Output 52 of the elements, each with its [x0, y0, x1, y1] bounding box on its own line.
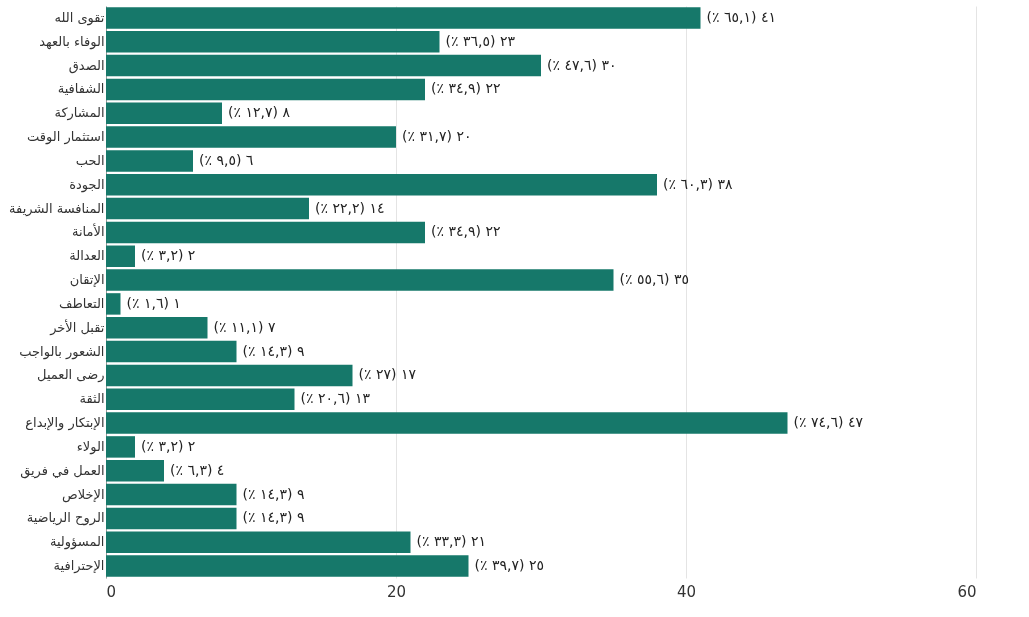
y-tick-label: المشاركة: [54, 105, 105, 122]
y-tick-label: الصدق: [68, 57, 105, 74]
y-tick-label: الوفاء بالعهد: [39, 33, 105, 50]
data-label: ٤٧ (٧٤,٦ ٪): [793, 414, 864, 431]
y-tick-label: الحب: [75, 152, 105, 168]
y-tick-label: الإبتكار والإبداع: [25, 415, 105, 432]
y-tick-label: الإحترافية: [53, 558, 105, 575]
x-tick-label: 40: [676, 582, 697, 601]
data-label: ٢ (٣,٢ ٪): [141, 437, 196, 454]
y-tick-label: الجودة: [69, 176, 105, 193]
y-tick-label: العمل في فريق: [20, 462, 105, 479]
y-tick-label: التعاطف: [58, 295, 105, 311]
y-tick-label: رضى العميل: [37, 367, 105, 384]
data-label: ٢٣ (٣٦,٥ ٪): [445, 32, 516, 49]
y-tick-label: استثمار الوقت: [26, 129, 105, 146]
y-tick-label: الشعور بالواجب: [19, 343, 105, 360]
data-label: ٩ (١٤,٣ ٪): [242, 342, 305, 359]
y-tick-label: الولاء: [76, 438, 105, 455]
data-label: ٩ (١٤,٣ ٪): [242, 509, 305, 526]
data-label: ٤١ (٦٥,١ ٪): [706, 8, 776, 25]
data-label: ٣٠ (٤٧,٦ ٪): [547, 56, 617, 73]
data-label: ١٧ (٢٧ ٪): [358, 366, 417, 383]
y-tick-label: تقوى الله: [54, 9, 105, 26]
data-label: ٢٠ (٣١,٧ ٪): [402, 128, 472, 145]
data-label: ٢ (٣,٢ ٪): [141, 247, 196, 264]
y-tick-label: الشفافية: [57, 81, 105, 97]
data-label: ٨ (١٢,٧ ٪): [228, 104, 291, 121]
data-label: ٦ (٩,٥ ٪): [199, 151, 254, 168]
y-tick-label: المنافسة الشريفة: [9, 200, 105, 217]
data-label: ٩ (١٤,٣ ٪): [242, 485, 305, 502]
y-tick-label: الإتقان: [69, 272, 105, 288]
x-tick-label: 60: [957, 582, 977, 601]
data-label: ٧ (١١,١ ٪): [213, 318, 276, 335]
data-label: ٢٢ (٣٤,٩ ٪): [431, 80, 501, 97]
y-tick-label: الإخلاص: [61, 486, 105, 503]
data-label: ١٤ (٢٢,٢ ٪): [315, 199, 385, 216]
data-label: ١٣ (٢٠,٦ ٪): [300, 390, 371, 407]
y-tick-label: المسؤولية: [49, 534, 105, 551]
data-label: ٣٨ (٦٠,٣ ٪): [663, 175, 733, 192]
x-tick-label: 20: [386, 582, 407, 601]
data-label: ١ (١,٦ ٪): [126, 294, 181, 311]
y-tick-label: تقبل الأخر: [49, 318, 105, 336]
data-label: ٢٥ (٣٩,٧ ٪): [474, 557, 544, 574]
y-tick-label: العدالة: [69, 248, 105, 264]
y-tick-label: الأمانة: [71, 223, 105, 240]
x-tick-label: 0: [106, 582, 117, 601]
data-label: ٣٥ (٥٥,٦ ٪): [619, 271, 689, 288]
data-label: ٢١ (٣٣,٣ ٪): [416, 533, 486, 550]
data-label: ٤ (٦,٣ ٪): [170, 461, 225, 478]
data-label: ٢٢ (٣٤,٩ ٪): [431, 223, 501, 240]
y-tick-label: الثقة: [79, 391, 105, 407]
y-tick-label: الروح الرياضية: [26, 510, 105, 527]
